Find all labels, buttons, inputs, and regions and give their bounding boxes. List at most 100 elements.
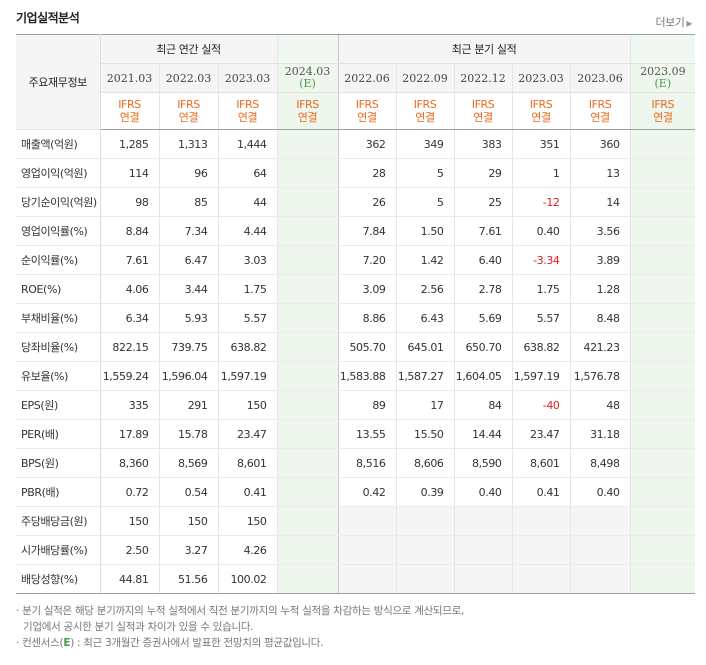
- table-row: 영업이익(억원) 114 96 64 28 5 29 1 13: [16, 158, 696, 188]
- quarter-value: 0.41: [511, 477, 571, 507]
- quarter-value: [337, 564, 397, 594]
- quarter-value: 14: [569, 187, 631, 217]
- quarter-estimate-value: [629, 506, 696, 536]
- quarter-value: -3.34: [511, 245, 571, 275]
- quarter-value: [511, 506, 571, 536]
- quarter-value: [395, 564, 455, 594]
- annual-value: 638.82: [217, 332, 278, 362]
- annual-estimate-value: [276, 216, 339, 246]
- annual-estimate-value: [276, 448, 339, 478]
- table-row: 배당성향(%) 44.81 51.56 100.02: [16, 564, 696, 594]
- period-annual-0: 2021.03: [100, 63, 159, 93]
- annual-value: 150: [217, 506, 278, 536]
- annual-value: 44: [217, 187, 278, 217]
- annual-estimate-value: [276, 158, 339, 188]
- quarter-value: 8.48: [569, 303, 631, 333]
- quarter-value: [453, 535, 513, 565]
- annual-value: 4.26: [217, 535, 278, 565]
- quarter-estimate-value: [629, 129, 696, 159]
- period-annual-1: 2022.03: [158, 63, 218, 93]
- quarter-value: 23.47: [511, 419, 571, 449]
- basis-label-8: IFRS 연결: [569, 92, 631, 130]
- quarter-value: 421.23: [569, 332, 631, 362]
- quarter-value: [453, 564, 513, 594]
- annual-value: 17.89: [100, 419, 159, 449]
- quarter-value: 349: [395, 129, 455, 159]
- more-label[interactable]: 더보기: [655, 16, 685, 29]
- quarter-estimate-value: [629, 332, 696, 362]
- annual-value: 1,313: [158, 129, 218, 159]
- row-label: 매출액(억원): [16, 129, 101, 159]
- annual-value: 1,596.04: [158, 361, 218, 391]
- more-link[interactable]: 더보기 ▶: [655, 14, 692, 30]
- annual-value: 5.57: [217, 303, 278, 333]
- annual-estimate-value: [276, 477, 339, 507]
- table-row: 부채비율(%) 6.34 5.93 5.57 8.86 6.43 5.69 5.57 8.48: [16, 303, 696, 333]
- table-row: PER(배) 17.89 15.78 23.47 13.55 15.50 14.44 23.4…: [16, 419, 696, 449]
- quarter-value: 26: [337, 187, 397, 217]
- annual-value: 3.44: [158, 274, 218, 304]
- quarter-value: 5: [395, 187, 455, 217]
- annual-value: 64: [217, 158, 278, 188]
- annual-value: 2.50: [100, 535, 159, 565]
- quarter-value: 1,604.05: [453, 361, 513, 391]
- quarter-value: 13: [569, 158, 631, 188]
- basis-label-5: IFRS 연결: [395, 92, 455, 130]
- quarter-value: 13.55: [337, 419, 397, 449]
- quarter-value: 89: [337, 390, 397, 420]
- quarter-value: 17: [395, 390, 455, 420]
- period-quarter-0: 2022.06: [337, 63, 397, 93]
- quarter-value: 1,597.19: [511, 361, 571, 391]
- annual-value: 98: [100, 187, 159, 217]
- basis-label-7: IFRS 연결: [511, 92, 571, 130]
- quarter-value: 8,606: [395, 448, 455, 478]
- quarter-value: [395, 535, 455, 565]
- row-label: 배당성향(%): [16, 564, 101, 594]
- annual-value: 6.47: [158, 245, 218, 275]
- annual-value: 23.47: [217, 419, 278, 449]
- table-row: 영업이익률(%) 8.84 7.34 4.44 7.84 1.50 7.61 0.40 3.56: [16, 216, 696, 246]
- chevron-right-icon: ▶: [686, 19, 692, 28]
- table-row: BPS(원) 8,360 8,569 8,601 8,516 8,606 8,590 8,60…: [16, 448, 696, 478]
- annual-estimate-value: [276, 506, 339, 536]
- quarter-value: 6.40: [453, 245, 513, 275]
- financial-table: 주요재무정보 최근 연간 실적 최근 분기 실적 2021.03 2022.03 2…: [16, 34, 696, 594]
- quarter-estimate-value: [629, 390, 696, 420]
- quarter-value: 0.40: [511, 216, 571, 246]
- quarter-value: 362: [337, 129, 397, 159]
- period-quarter-2: 2022.12: [453, 63, 513, 93]
- quarter-value: 31.18: [569, 419, 631, 449]
- annual-value: 3.27: [158, 535, 218, 565]
- quarter-value: 1: [511, 158, 571, 188]
- annual-estimate-top: [276, 34, 339, 64]
- footnotes: · 분기 실적은 해당 분기까지의 누적 실적에서 직전 분기까지의 누적 실적…: [16, 603, 464, 651]
- quarter-value: [395, 506, 455, 536]
- quarter-value: 29: [453, 158, 513, 188]
- quarter-value: 3.56: [569, 216, 631, 246]
- annual-estimate-value: [276, 564, 339, 594]
- table-row: 순이익률(%) 7.61 6.47 3.03 7.20 1.42 6.40 -3.34 3.89: [16, 245, 696, 275]
- quarter-estimate-value: [629, 419, 696, 449]
- annual-value: 5.93: [158, 303, 218, 333]
- quarter-value: 1.28: [569, 274, 631, 304]
- quarter-value: 28: [337, 158, 397, 188]
- quarter-value: 7.61: [453, 216, 513, 246]
- quarter-value: 650.70: [453, 332, 513, 362]
- annual-estimate-value: [276, 274, 339, 304]
- table-row: 주당배당금(원) 150 150 150: [16, 506, 696, 536]
- table-row: 매출액(억원) 1,285 1,313 1,444 362 349 383 351 360: [16, 129, 696, 159]
- quarter-value: 8,516: [337, 448, 397, 478]
- table-row: 시가배당률(%) 2.50 3.27 4.26: [16, 535, 696, 565]
- quarter-value: 3.89: [569, 245, 631, 275]
- estimate-mark: E: [63, 637, 71, 649]
- annual-value: 150: [158, 506, 218, 536]
- annual-value: 114: [100, 158, 159, 188]
- annual-value: 291: [158, 390, 218, 420]
- quarter-value: 2.78: [453, 274, 513, 304]
- annual-value: 8,360: [100, 448, 159, 478]
- annual-value: 1.75: [217, 274, 278, 304]
- quarter-estimate-value: [629, 158, 696, 188]
- row-label: 부채비율(%): [16, 303, 101, 333]
- annual-value: 0.54: [158, 477, 218, 507]
- annual-value: 1,597.19: [217, 361, 278, 391]
